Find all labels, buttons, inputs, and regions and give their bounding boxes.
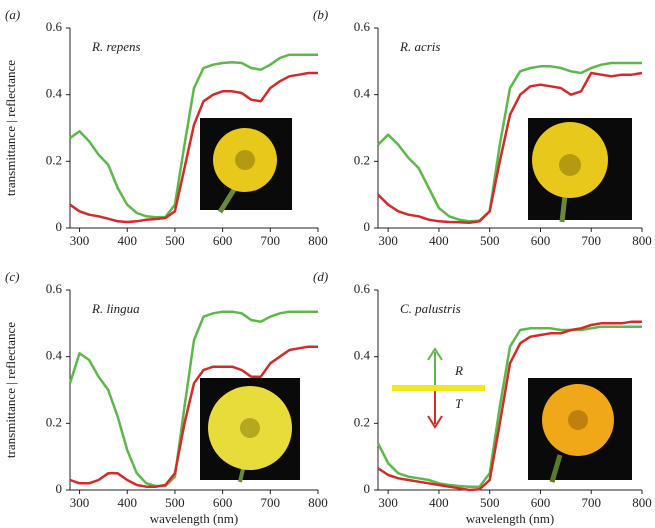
- x-tick-label: 500: [480, 233, 500, 248]
- series-line: [69, 53, 318, 219]
- y-tick-label: 0.4: [354, 348, 371, 363]
- x-tick-label: 700: [261, 233, 281, 248]
- y-tick-label: 0: [56, 219, 63, 234]
- x-tick-label: 300: [70, 495, 90, 510]
- series-line: [69, 345, 318, 488]
- x-tick-label: 400: [429, 495, 449, 510]
- x-tick-label: 800: [308, 495, 328, 510]
- panel-title: C. palustris: [400, 301, 461, 316]
- y-tick-label: 0.4: [46, 348, 63, 363]
- x-tick-label: 500: [480, 495, 500, 510]
- series-line: [377, 61, 642, 223]
- panel-label: (a): [5, 7, 20, 22]
- rt-diagram: [392, 347, 485, 429]
- x-tick-label: 600: [213, 233, 233, 248]
- annotation: R: [454, 363, 463, 378]
- x-tick-label: 800: [308, 233, 328, 248]
- flower-photo-d: [528, 378, 632, 483]
- x-tick-label: 400: [117, 495, 137, 510]
- y-tick-label: 0.4: [46, 86, 63, 101]
- y-tick-label: 0.6: [46, 281, 63, 296]
- panel-label: (d): [313, 269, 328, 284]
- y-axis-label: transmittance | reflectance: [3, 60, 18, 196]
- panel-title: R. repens: [91, 39, 141, 54]
- panel-label: (c): [5, 269, 19, 284]
- x-tick-label: 400: [117, 233, 137, 248]
- x-tick-label: 600: [531, 233, 551, 248]
- x-tick-label: 700: [261, 495, 281, 510]
- y-tick-label: 0.6: [354, 281, 371, 296]
- y-tick-label: 0: [56, 481, 63, 496]
- annotation: T: [455, 396, 463, 411]
- y-tick-label: 0.2: [46, 414, 62, 429]
- panel-label: (b): [313, 7, 328, 22]
- y-tick-label: 0: [364, 481, 371, 496]
- x-tick-label: 800: [632, 495, 652, 510]
- series-line: [68, 310, 318, 488]
- flower-photo-c: [200, 378, 300, 483]
- series-line: [377, 71, 643, 224]
- x-tick-label: 800: [632, 233, 652, 248]
- y-axis-label: transmittance | reflectance: [3, 322, 18, 458]
- x-tick-label: 500: [165, 495, 185, 510]
- y-tick-label: 0.4: [354, 86, 371, 101]
- series-line: [377, 320, 642, 492]
- y-tick-label: 0.2: [46, 152, 62, 167]
- x-axis-label: wavelength (nm): [150, 511, 238, 526]
- panel-title: R. acris: [399, 39, 440, 54]
- x-tick-label: 500: [165, 233, 185, 248]
- panel-title: R. lingua: [91, 301, 140, 316]
- x-tick-label: 400: [429, 233, 449, 248]
- x-tick-label: 300: [378, 233, 398, 248]
- x-axis-label: wavelength (nm): [466, 511, 554, 526]
- x-tick-label: 300: [70, 233, 90, 248]
- x-tick-label: 700: [581, 233, 601, 248]
- flower-photo-b: [528, 118, 632, 223]
- x-tick-label: 700: [581, 495, 601, 510]
- y-tick-label: 0.6: [354, 19, 371, 34]
- x-tick-label: 300: [378, 495, 398, 510]
- y-tick-label: 0.2: [354, 414, 370, 429]
- y-tick-label: 0: [364, 219, 371, 234]
- flower-photo-a: [200, 118, 292, 214]
- x-tick-label: 600: [531, 495, 551, 510]
- y-tick-label: 0.6: [46, 19, 63, 34]
- series-line: [376, 325, 642, 488]
- y-tick-label: 0.2: [354, 152, 370, 167]
- series-line: [69, 71, 318, 224]
- x-tick-label: 600: [213, 495, 233, 510]
